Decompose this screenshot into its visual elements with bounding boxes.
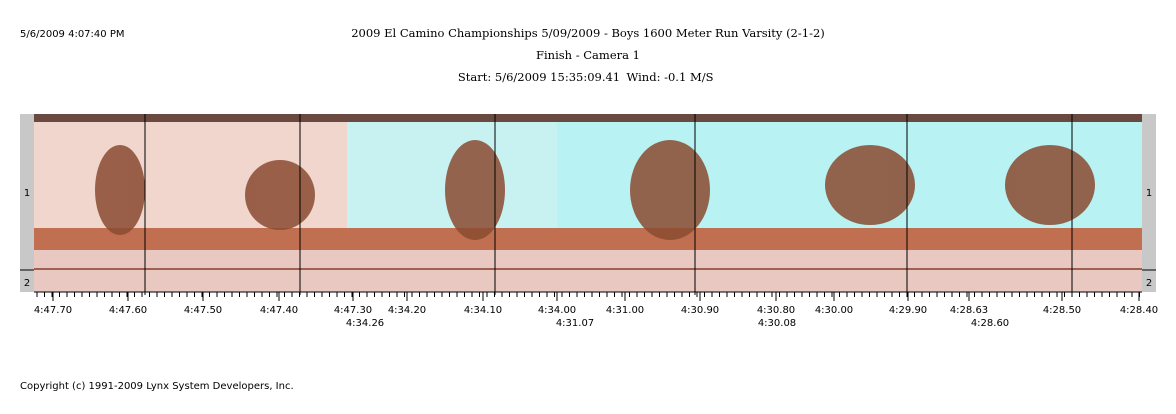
time-label: 4:29.90	[889, 305, 927, 316]
lane-label: 1	[1146, 188, 1152, 199]
subtitle: Finish - Camera 1	[536, 48, 640, 62]
time-label: 4:47.70	[34, 305, 72, 316]
time-label: 4:30.00	[815, 305, 853, 316]
time-label: 4:47.30	[334, 305, 372, 316]
time-label: 4:31.07	[556, 318, 594, 329]
lane-label: 2	[1146, 278, 1152, 289]
time-ruler: 4:47.70 4:47.60 4:47.50 4:47.40 4:47.30 4:34.…	[34, 291, 1158, 329]
time-label: 4:34.20	[388, 305, 426, 316]
time-label: 4:28.60	[971, 318, 1009, 329]
time-label: 4:47.60	[109, 305, 147, 316]
time-label: 4:30.80	[757, 305, 795, 316]
finish-image	[20, 114, 1156, 295]
copyright: Copyright (c) 1991-2009 Lynx System Deve…	[20, 381, 294, 392]
time-label: 4:34.26	[346, 318, 384, 329]
start-time: Start: 5/6/2009 15:35:09.41	[458, 70, 620, 84]
title: 2009 El Camino Championships 5/09/2009 -…	[351, 26, 825, 40]
time-label: 4:31.00	[606, 305, 644, 316]
time-label: 4:28.63	[950, 305, 988, 316]
time-label: 4:34.00	[538, 305, 576, 316]
time-label: 4:30.08	[758, 318, 796, 329]
time-label: 4:28.40	[1120, 305, 1158, 316]
lane-label: 2	[24, 278, 30, 289]
timestamp: 5/6/2009 4:07:40 PM	[20, 29, 124, 40]
wind: Wind: -0.1 M/S	[627, 70, 714, 84]
time-label: 4:47.40	[260, 305, 298, 316]
time-label: 4:34.10	[464, 305, 502, 316]
lane-label: 1	[24, 188, 30, 199]
time-label: 4:28.50	[1043, 305, 1081, 316]
time-label: 4:47.50	[184, 305, 222, 316]
time-label: 4:30.90	[681, 305, 719, 316]
